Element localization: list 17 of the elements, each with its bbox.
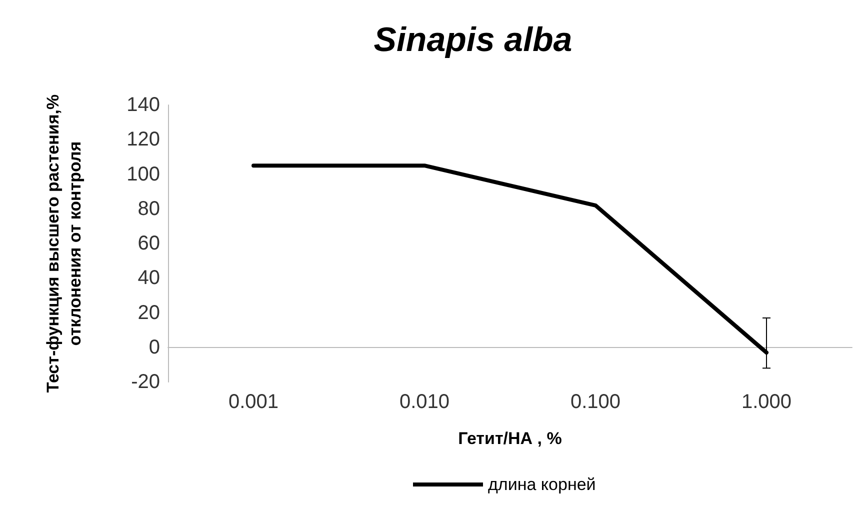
y-axis-title: Тест-функция высшего растения,% отклонения от контроля: [44, 94, 84, 393]
y-tick-label: 60: [138, 232, 160, 254]
y-tick-label: 140: [126, 94, 160, 116]
x-tick-label: 0.001: [228, 391, 279, 413]
y-tick-label: 80: [138, 198, 160, 220]
y-tick-label: 20: [138, 302, 160, 324]
y-tick-label: -20: [131, 371, 160, 393]
legend-label: длина корней: [488, 475, 596, 494]
x-tick-label: 0.010: [399, 391, 450, 413]
y-tick-label: 40: [138, 267, 160, 290]
y-tick-label: 120: [126, 128, 160, 151]
y-tick-label: 0: [148, 336, 160, 358]
x-tick-label: 0.100: [570, 391, 621, 413]
chart-title: Sinapis alba: [374, 21, 572, 59]
x-tick-label: 1.000: [741, 391, 792, 413]
x-axis-title: Гетит/НА , %: [458, 429, 562, 448]
y-tick-label: 100: [126, 163, 160, 186]
